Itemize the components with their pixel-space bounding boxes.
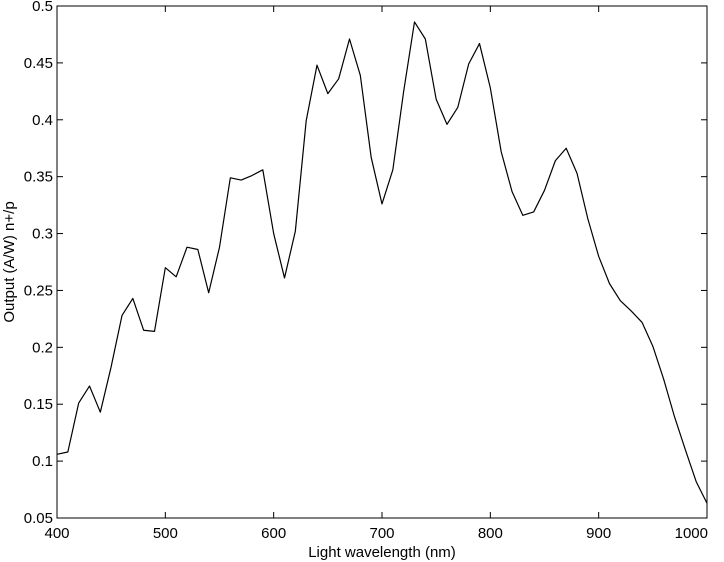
- y-tick-label: 0.45: [24, 55, 53, 72]
- y-tick-label: 0.15: [24, 396, 53, 413]
- y-tick-label: 0.25: [24, 282, 53, 299]
- y-tick-label: 0.4: [32, 112, 53, 129]
- y-axis-ticks: 0.05 0.1 0.15 0.2 0.25 0.3 0.35 0.4 0.45 0.5: [24, 0, 707, 527]
- y-tick-label: 0.3: [32, 226, 53, 243]
- y-tick-label: 0.5: [32, 0, 53, 15]
- y-tick-label: 0.1: [32, 453, 53, 470]
- y-tick-label: 0.2: [32, 339, 53, 356]
- x-tick-label: 600: [261, 525, 286, 542]
- plot-area-frame: [56, 5, 708, 519]
- x-tick-label: 1000: [675, 525, 708, 542]
- y-tick-label: 0.35: [24, 169, 53, 186]
- x-axis-title: Light wavelength (nm): [308, 544, 456, 561]
- x-tick-label: 400: [44, 525, 69, 542]
- x-tick-label: 800: [478, 525, 503, 542]
- series-line: [56, 21, 708, 504]
- x-tick-label: 500: [153, 525, 178, 542]
- y-axis-title: Output (A/W) n+/p: [1, 201, 18, 322]
- y-tick-label: 0.05: [24, 510, 53, 527]
- x-axis-ticks: 400 500 600 700 800 900 1000: [44, 6, 708, 542]
- x-tick-label: 900: [586, 525, 611, 542]
- series-layer: [56, 21, 708, 504]
- x-tick-label: 700: [369, 525, 394, 542]
